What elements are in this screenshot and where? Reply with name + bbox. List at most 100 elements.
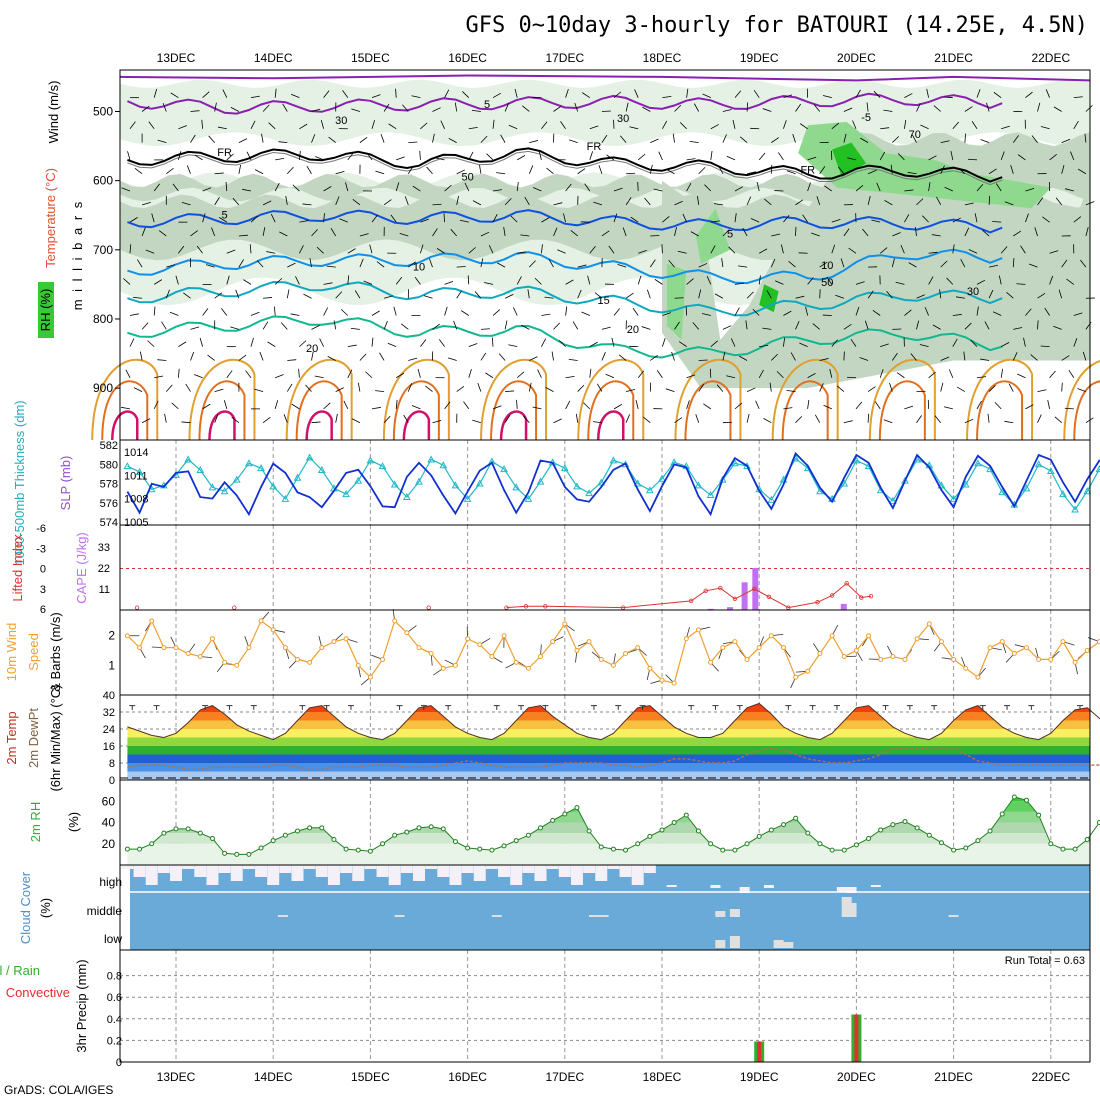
wind-barb <box>1000 368 1004 378</box>
dewpoint-line <box>127 747 1100 771</box>
rh-point <box>914 825 920 831</box>
x-tick-label-bottom: 15DEC <box>351 1070 390 1084</box>
thickness-point <box>816 487 824 495</box>
rh-point <box>659 827 665 833</box>
rh-point <box>841 847 847 853</box>
wind-barb <box>125 369 131 378</box>
wind-barb <box>178 245 185 254</box>
wind-speed-point <box>1072 659 1078 665</box>
wind-barb <box>408 141 418 144</box>
wind-barb <box>1077 388 1087 392</box>
wind-barb <box>867 169 877 175</box>
wind-barb <box>371 120 376 129</box>
wind-barb <box>320 119 324 129</box>
wind-barb <box>190 326 200 330</box>
rh-point <box>963 845 969 851</box>
wind-barb <box>884 200 893 206</box>
wind-barb <box>980 358 990 361</box>
wind-speed-point <box>574 648 580 654</box>
wind-barb <box>1006 292 1014 299</box>
wind-speed-point <box>440 665 446 671</box>
wind-barb <box>613 404 622 410</box>
wind-barb <box>1000 246 1008 254</box>
wind-barb <box>710 245 716 254</box>
thickness-point <box>451 481 460 489</box>
wind-barb <box>998 275 1002 285</box>
wind-barb <box>261 133 264 143</box>
wind-barb <box>190 110 200 112</box>
rh-point <box>550 817 556 823</box>
wind-barb <box>1065 188 1074 192</box>
temp-contour-25 <box>868 358 936 441</box>
wind-barb <box>805 306 808 316</box>
temp-contour-25 <box>966 358 1034 441</box>
wind-barb <box>492 189 502 192</box>
thickness-point <box>767 495 776 503</box>
wind-barb <box>226 370 233 378</box>
rh-point <box>222 850 228 856</box>
thickness-point <box>500 465 508 473</box>
thickness-point <box>208 483 217 491</box>
y-tick-label-wind: 2 <box>108 629 115 643</box>
wind-barb <box>285 195 288 205</box>
wind-barb <box>242 188 252 192</box>
y-tick-label-temp: 0 <box>109 775 115 787</box>
wind-barb <box>589 341 598 347</box>
wind-barb <box>734 90 742 98</box>
temperature-band <box>120 695 1090 704</box>
marks-layer <box>91 70 1100 1062</box>
wind-barb <box>583 402 591 410</box>
wind-barb <box>637 153 646 161</box>
wind-barb <box>926 88 929 98</box>
wind-barb <box>976 306 979 316</box>
wind-barb <box>243 279 252 285</box>
wind-barb <box>145 249 155 254</box>
wind-barb <box>710 340 718 347</box>
wind-barb <box>141 201 151 206</box>
wind-barb <box>593 201 603 206</box>
rh-point <box>1024 797 1029 803</box>
panel-frame-st <box>119 524 1091 611</box>
wind-barb <box>565 400 571 410</box>
contour-label: 30 <box>617 113 629 125</box>
wind-speed-point <box>683 636 689 642</box>
wind-barb <box>456 385 465 392</box>
wind-speed-point <box>392 618 398 624</box>
cloud-middle-bar <box>846 903 857 917</box>
y-tick-label-temp: 40 <box>103 690 115 702</box>
y-tick-label-cloud: high <box>99 875 122 889</box>
wind-barb <box>589 125 599 130</box>
wind-barb <box>352 199 361 206</box>
wind-barb <box>565 375 575 379</box>
footer-credit: GrADS: COLA/IGES <box>4 1083 114 1097</box>
wind-barb <box>166 384 173 392</box>
wind-barb <box>1023 337 1026 347</box>
wind-barb <box>668 259 675 268</box>
rh-point <box>866 835 872 841</box>
wind-barb <box>275 374 284 379</box>
temp-contour-30 <box>781 380 829 441</box>
y-label-cloud-unit: (%) <box>38 898 53 918</box>
wind-barb <box>643 416 651 424</box>
wind-barb <box>957 167 966 175</box>
thickness-point <box>342 490 350 498</box>
x-tick-label-top: 22DEC <box>1031 51 1070 65</box>
wind-barb <box>365 371 373 379</box>
wind-barb <box>1037 102 1041 112</box>
wind-barb <box>928 251 938 254</box>
wind-barb <box>662 96 672 99</box>
wind-barb <box>605 373 615 379</box>
wind-barb <box>766 290 772 299</box>
rh-point <box>853 842 859 848</box>
wind-barb <box>581 311 590 316</box>
wind-barb <box>541 217 550 223</box>
wind-speed-point <box>428 651 434 657</box>
wind-speed-point <box>720 645 726 651</box>
wind-barb <box>874 401 881 410</box>
wind-barb <box>940 140 950 144</box>
wind-barb <box>480 258 484 268</box>
wind-barb <box>745 320 748 330</box>
wind-barb <box>1047 399 1050 409</box>
wind-barb <box>420 122 428 130</box>
wind-barb <box>932 324 941 330</box>
